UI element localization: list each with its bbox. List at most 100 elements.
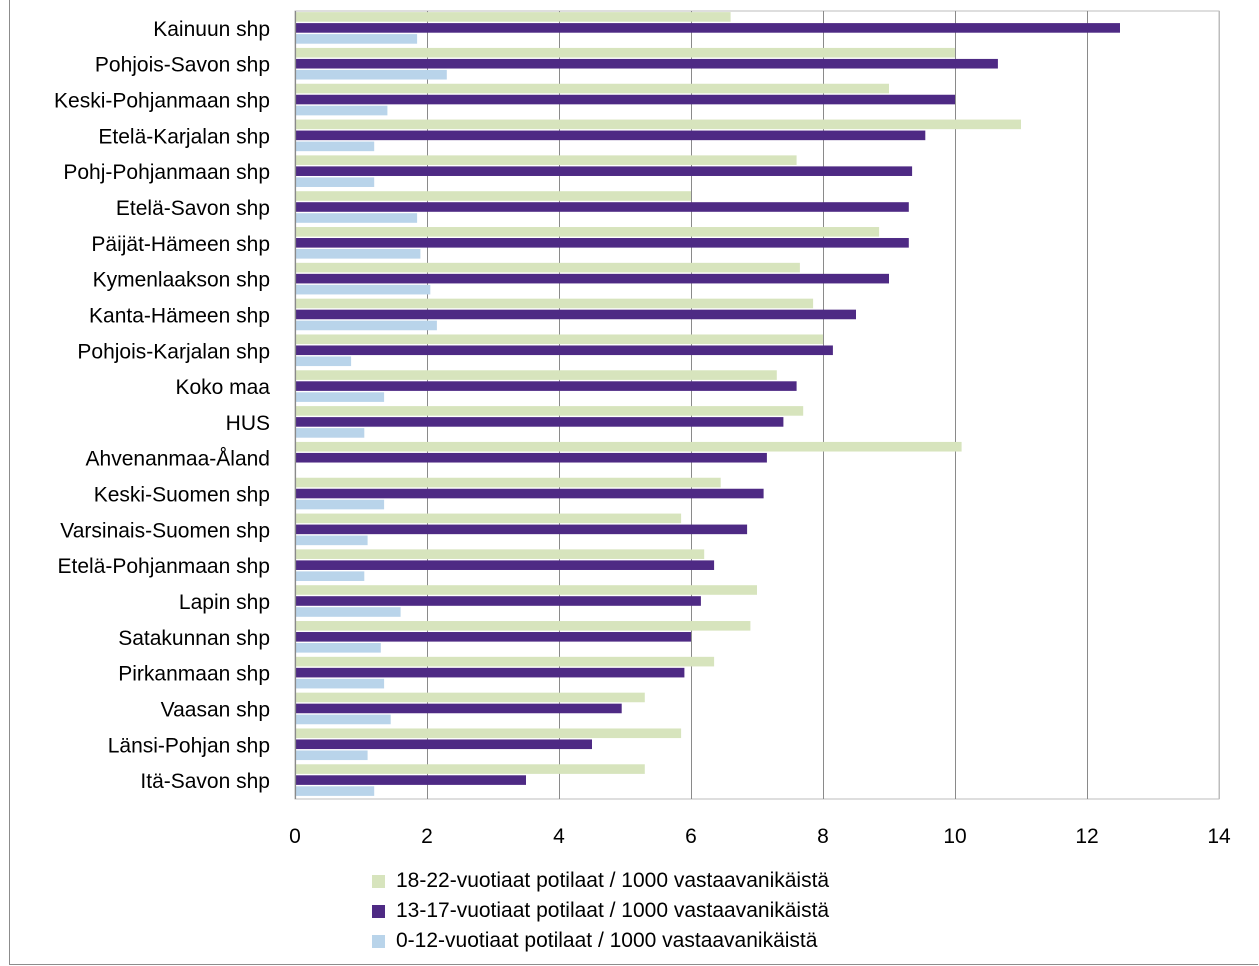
legend: 18-22-vuotiaat potilaat / 1000 vastaavan… [372,866,829,956]
bar [295,83,889,94]
legend-swatch [372,934,385,948]
bar [295,524,748,535]
bar [295,119,1021,130]
category-label: Koko maa [175,376,270,399]
bar [295,58,998,69]
bar [295,130,926,141]
bar [295,596,701,606]
bar [295,728,682,739]
category-label: Kainuun shp [153,18,270,41]
x-tick-label: 12 [1075,825,1098,848]
bar [295,94,955,105]
bar [295,477,721,488]
legend-item: 13-17-vuotiaat potilaat / 1000 vastaavan… [372,896,829,926]
bar [295,238,909,248]
legend-label: 18-22-vuotiaat potilaat / 1000 vastaavan… [396,869,830,892]
x-tick-label: 8 [817,825,829,848]
legend-item: 0-12-vuotiaat potilaat / 1000 vastaavani… [372,926,829,956]
bar [295,23,1120,33]
bar [295,786,375,796]
category-label: Pohj-Pohjanmaan shp [63,161,270,184]
category-label: Länsi-Pohjan shp [108,734,270,757]
bar [295,656,715,667]
category-label: Etelä-Pohjanmaan shp [58,555,270,578]
category-label: Kymenlaakson shp [93,269,270,292]
bar [295,560,715,570]
bar [295,320,437,331]
bar [295,155,797,165]
category-label: Pirkanmaan shp [118,663,270,686]
bar [295,692,645,703]
category-label: Päijät-Hämeen shp [91,233,270,256]
category-label: Keski-Pohjanmaan shp [54,90,270,113]
bar [295,47,955,58]
chart-frame [9,0,1258,965]
bar [295,191,691,201]
bar [295,141,375,152]
bar [295,298,814,309]
bar [295,643,381,653]
category-label: Lapin shp [179,591,270,614]
legend-label: 13-17-vuotiaat potilaat / 1000 vastaavan… [396,899,830,922]
legend-swatch [372,874,385,888]
bar [295,356,352,367]
bar [295,213,418,223]
bar [295,703,622,714]
category-label: Varsinais-Suomen shp [60,519,270,542]
bar [295,392,385,402]
category-label: Etelä-Savon shp [116,197,270,220]
bar [295,417,784,427]
bar [295,667,685,678]
plot-area [294,10,1220,800]
bar [295,345,833,356]
x-tick-label: 0 [289,825,301,848]
bar [295,775,526,785]
bar [295,284,431,295]
category-label: Keski-Suomen shp [94,484,270,507]
category-label: Etelä-Karjalan shp [98,125,270,148]
bar [295,488,764,499]
bar [295,535,368,546]
bar [295,739,592,750]
bar [295,499,385,510]
legend-item: 18-22-vuotiaat potilaat / 1000 vastaavan… [372,866,829,896]
bar [295,105,388,116]
bar [295,607,401,617]
x-tick-label: 6 [685,825,697,848]
category-label: Pohjois-Savon shp [95,54,270,77]
bar [295,262,800,273]
bar [295,406,804,416]
bar [295,452,767,463]
bar [295,513,682,524]
category-label: Vaasan shp [161,698,270,721]
bar [295,166,913,176]
category-label: Ahvenanmaa-Åland [86,448,270,471]
legend-label: 0-12-vuotiaat potilaat / 1000 vastaavani… [396,929,818,952]
bar [295,249,421,259]
x-tick-label: 10 [943,825,966,848]
bar [295,227,880,237]
bar [295,381,797,391]
bar [295,714,391,725]
bar [295,585,757,595]
x-tick-label: 4 [553,825,565,848]
bar [295,632,691,642]
category-label: Satakunnan shp [118,627,270,650]
x-tick-label: 2 [421,825,433,848]
bar [295,69,447,80]
bar [295,202,909,212]
bar [295,764,645,774]
category-label: Pohjois-Karjalan shp [77,340,270,363]
bar [295,334,823,345]
bar [295,571,365,581]
bar [295,441,962,452]
bar [295,750,368,761]
category-label: Itä-Savon shp [140,770,270,793]
bar [295,34,418,44]
bar [295,309,856,320]
category-label: HUS [226,412,270,435]
bar [295,12,731,22]
category-label: Kanta-Hämeen shp [89,304,270,327]
legend-swatch [372,904,385,918]
